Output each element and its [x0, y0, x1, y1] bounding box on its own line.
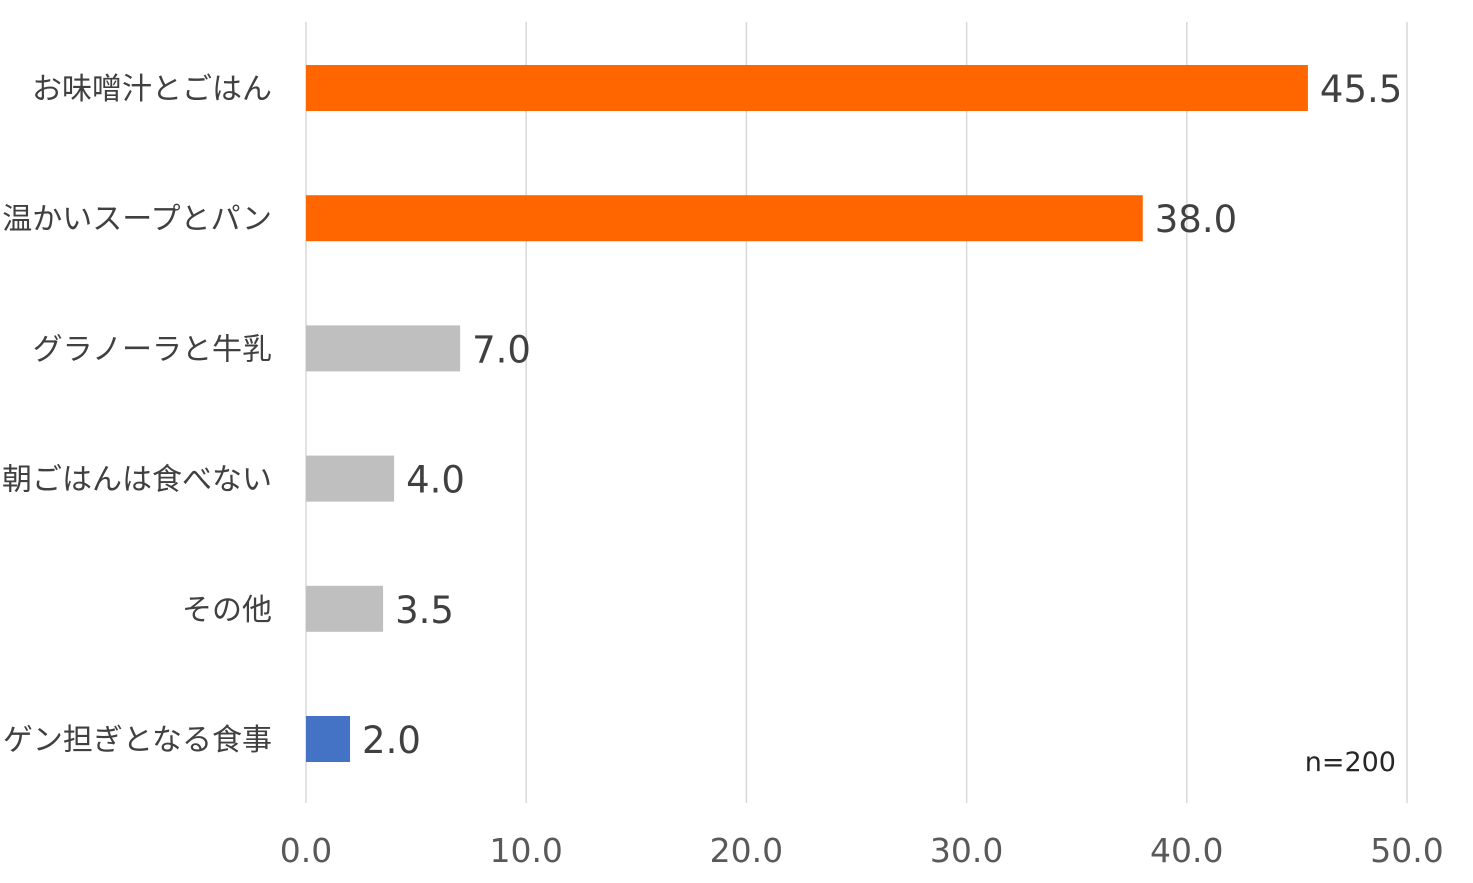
data-label: 38.0 — [1155, 198, 1237, 241]
sample-size-note: n=200 — [1305, 747, 1396, 778]
data-labels: 45.5 38.0 7.0 4.0 3.5 2.0 — [362, 68, 1402, 762]
x-tick-label: 50.0 — [1370, 831, 1443, 870]
data-label: 3.5 — [395, 589, 454, 632]
x-tick-label: 0.0 — [280, 831, 332, 870]
category-label: お味噌汁とごはん — [32, 72, 272, 107]
x-tick-label: 20.0 — [710, 831, 783, 870]
category-label: 朝ごはんは食べない — [2, 463, 272, 498]
category-labels: お味噌汁とごはん温かいスープとパングラノーラと牛乳朝ごはんは食べないその他ゲン担… — [2, 72, 272, 758]
x-axis-ticks: 0.0 10.0 20.0 30.0 40.0 50.0 — [280, 831, 1444, 870]
x-tick-label: 30.0 — [930, 831, 1003, 870]
bar — [306, 585, 384, 632]
data-label: 7.0 — [472, 328, 531, 371]
bars — [306, 65, 1308, 762]
x-tick-label: 10.0 — [489, 831, 562, 870]
category-label: 温かいスープとパン — [2, 202, 272, 237]
x-tick-label: 40.0 — [1150, 831, 1223, 870]
bar — [306, 195, 1143, 242]
bar — [306, 716, 351, 762]
bar — [306, 65, 1308, 111]
bar — [306, 325, 461, 372]
data-label: 45.5 — [1320, 68, 1402, 111]
gridlines — [305, 22, 1408, 803]
bar — [306, 455, 395, 502]
data-label: 2.0 — [362, 719, 421, 762]
category-label: グラノーラと牛乳 — [33, 332, 272, 367]
category-label: その他 — [182, 593, 272, 628]
category-label: ゲン担ぎとなる食事 — [3, 723, 272, 758]
data-label: 4.0 — [406, 459, 465, 502]
